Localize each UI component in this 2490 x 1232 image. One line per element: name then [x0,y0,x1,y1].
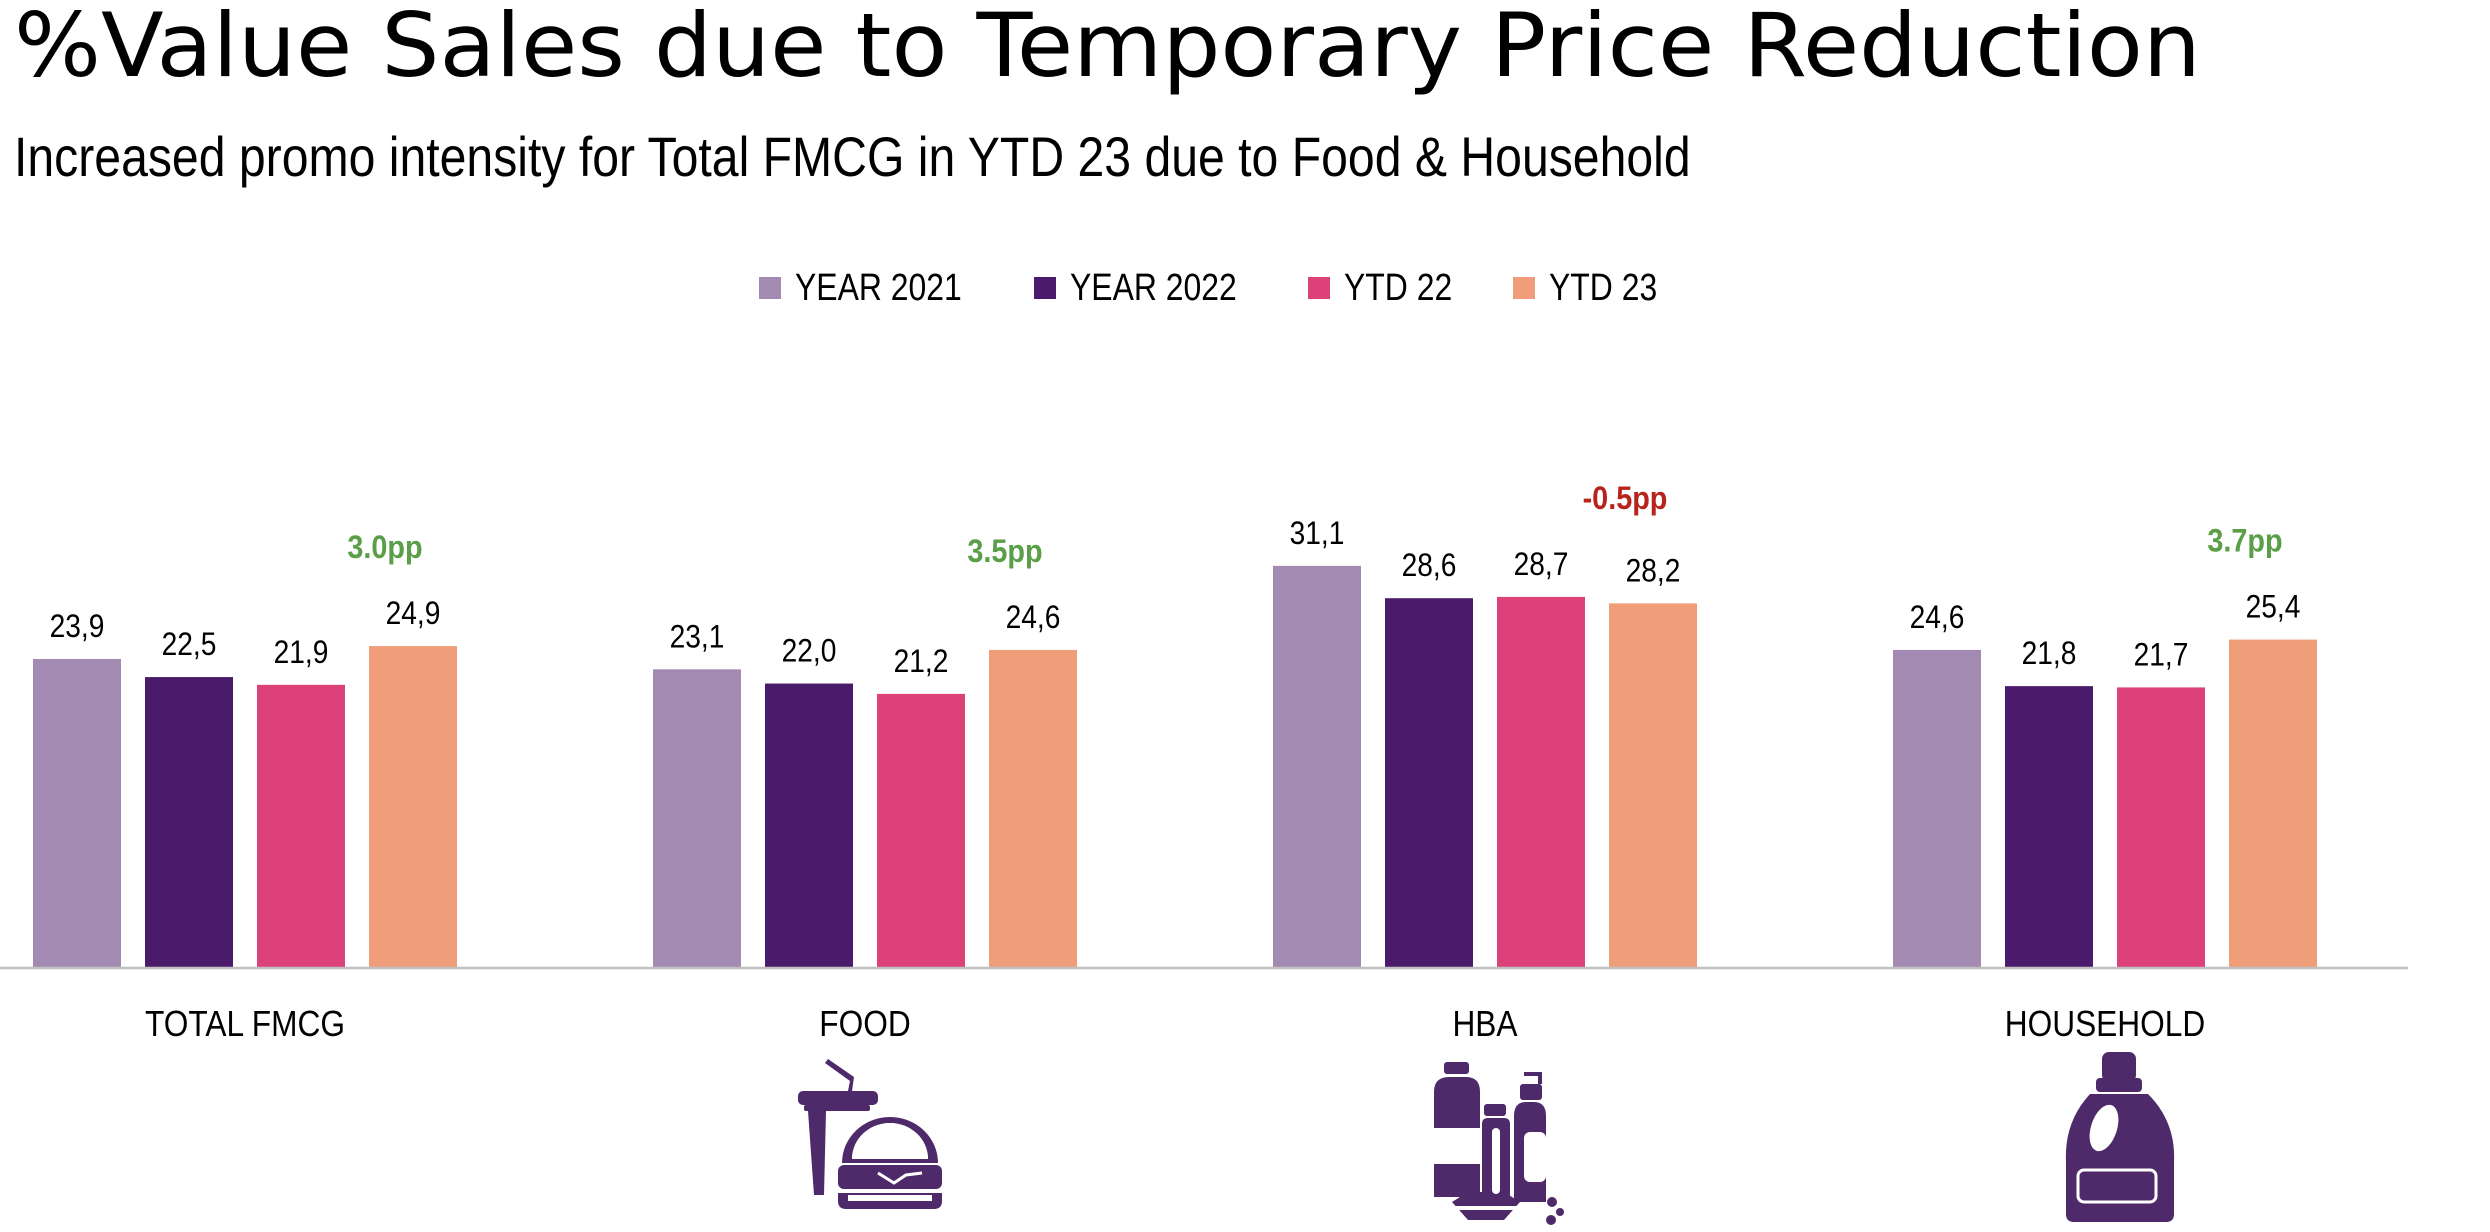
data-label-total-fmcg-ytd-23: 24,9 [386,596,441,631]
legend-item-ytd-22: YTD 22 [1308,267,1473,310]
bar-food-ytd-22 [877,693,965,968]
page-subtitle: Increased promo intensity for Total FMCG… [14,125,1691,188]
change-annotation-household: 3.7pp [2207,523,2282,559]
data-label-hba-year-2022: 28,6 [1402,549,1457,584]
chart-legend: YEAR 2021 YEAR 2022 YTD 22 YTD 23 [759,266,1718,310]
bar-hba-year-2022 [1385,598,1473,968]
bar-total-fmcg-year-2021 [33,658,121,968]
legend-label-ytd-23: YTD 23 [1548,266,1658,309]
bar-household-ytd-22 [2117,687,2205,968]
legend-item-ytd-23: YTD 23 [1512,266,1678,310]
legend-swatch-year-2021 [759,277,781,299]
legend-item-year-2022: YEAR 2022 [1033,266,1269,310]
bar-total-fmcg-year-2022 [145,677,233,968]
data-label-food-year-2022: 22,0 [782,634,837,669]
hba-bottles-icon [1434,1062,1564,1225]
household-detergent-bottle-icon [2065,1052,2175,1222]
category-label-hba: HBA [1452,1004,1517,1044]
bar-total-fmcg-ytd-22 [257,684,345,968]
category-label-food: FOOD [819,1004,910,1044]
bar-food-ytd-23 [989,649,1077,968]
legend-swatch-ytd-23 [1512,277,1535,299]
bar-food-year-2021 [653,669,741,968]
data-label-household-ytd-23: 25,4 [2246,590,2301,625]
legend-item-year-2021: YEAR 2021 [759,267,994,310]
data-label-food-ytd-22: 21,2 [894,644,949,679]
legend-label-year-2022: YEAR 2022 [1069,266,1237,309]
bar-food-year-2022 [765,683,853,968]
food-burger-drink-icon [798,1059,942,1209]
legend-label-ytd-22: YTD 22 [1344,266,1453,309]
legend-swatch-ytd-22 [1308,277,1331,299]
change-annotation-food: 3.5pp [967,534,1042,570]
data-label-food-year-2021: 23,1 [670,620,725,655]
legend-label-year-2021: YEAR 2021 [795,266,962,309]
page-title: %Value Sales due to Temporary Price Redu… [14,0,2201,97]
bar-household-year-2021 [1893,649,1981,968]
data-label-total-fmcg-ytd-22: 21,9 [274,635,329,670]
legend-swatch-year-2022 [1033,277,1056,299]
data-label-household-year-2021: 24,6 [1910,600,1965,635]
data-label-hba-year-2021: 31,1 [1290,516,1345,551]
change-annotation-total-fmcg: 3.0pp [347,530,422,566]
category-label-total-fmcg: TOTAL FMCG [145,1004,345,1044]
bar-household-year-2022 [2005,686,2093,968]
bar-total-fmcg-ytd-23 [369,646,457,968]
data-label-total-fmcg-year-2021: 23,9 [50,609,105,644]
data-label-food-ytd-23: 24,6 [1006,600,1061,635]
bar-hba-year-2021 [1273,565,1361,968]
data-label-hba-ytd-22: 28,7 [1514,547,1569,582]
data-label-household-ytd-22: 21,7 [2134,638,2189,673]
bar-hba-ytd-23 [1609,603,1697,968]
data-label-hba-ytd-23: 28,2 [1626,554,1681,589]
bar-hba-ytd-22 [1497,596,1585,968]
category-label-household: HOUSEHOLD [2005,1004,2206,1044]
change-annotation-hba: -0.5pp [1583,481,1668,517]
data-label-household-year-2022: 21,8 [2022,637,2077,672]
bar-household-ytd-23 [2229,639,2317,968]
data-label-total-fmcg-year-2022: 22,5 [162,627,217,662]
